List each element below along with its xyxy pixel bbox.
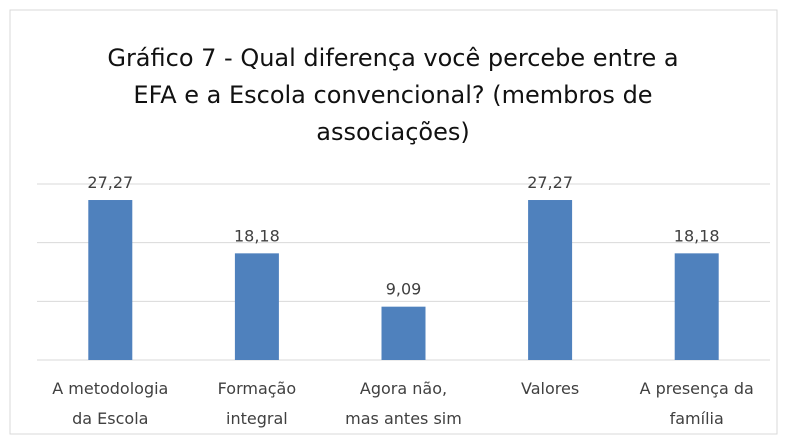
bar <box>234 253 279 360</box>
bar <box>674 253 719 360</box>
x-tick-label: Formação integral <box>217 379 297 428</box>
chart-border <box>9 9 778 435</box>
data-label: 27,27 <box>87 173 133 192</box>
x-tick-label: A metodologia da Escola <box>52 379 169 428</box>
data-label: 18,18 <box>234 226 280 245</box>
data-label: 9,09 <box>386 280 422 299</box>
data-label: 27,27 <box>527 173 573 192</box>
x-tick-label: A presença da família <box>639 379 754 428</box>
x-tick-label: Agora não, mas antes sim <box>345 379 462 428</box>
bar <box>88 200 133 360</box>
bar <box>381 306 426 360</box>
chart-title: Gráfico 7 - Qual diferença você percebe … <box>107 44 679 146</box>
data-label: 18,18 <box>674 226 720 245</box>
bar <box>528 200 573 360</box>
x-tick-label: Valores <box>521 379 580 398</box>
